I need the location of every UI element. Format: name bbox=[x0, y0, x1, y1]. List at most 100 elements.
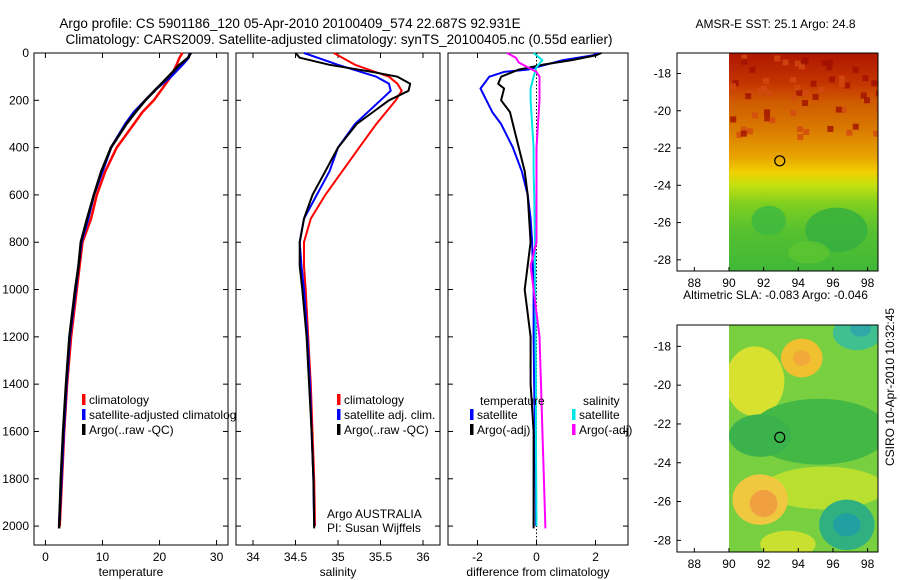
sst-map-xtick-label: 96 bbox=[826, 276, 840, 290]
sla-map-sla-anomaly bbox=[793, 350, 811, 366]
sst-map-sst-patch bbox=[787, 241, 830, 264]
sst-map-sst-cell bbox=[740, 126, 747, 133]
sla-map-sla-anomaly bbox=[832, 513, 861, 537]
sst-map-sst-cell bbox=[873, 130, 879, 137]
sst-map-sst-cell bbox=[875, 90, 879, 97]
sla-map-sla-anomaly bbox=[760, 530, 816, 552]
sst-map-ytick-label: -20 bbox=[654, 104, 672, 118]
difference-legend-salinity-heading: salinity bbox=[583, 394, 620, 408]
sst-map-sst-cell bbox=[782, 59, 789, 66]
difference-legend-temperature-heading: temperature bbox=[480, 394, 545, 408]
depth-tick-label: 1600 bbox=[2, 424, 29, 438]
temperature-legend-entry-label: Argo(..raw -QC) bbox=[89, 423, 174, 437]
sla-map-xtick-label: 90 bbox=[722, 557, 736, 571]
sla-map-field bbox=[728, 325, 879, 552]
sst-map-sst-cell bbox=[751, 112, 758, 119]
temperature-xtick-label: 10 bbox=[96, 550, 110, 564]
sst-map-sst-cell bbox=[763, 77, 770, 84]
sst-map-sst-cell bbox=[796, 89, 803, 96]
sst-map-sst-cell bbox=[740, 130, 747, 137]
sst-map-sst-cell bbox=[745, 93, 752, 100]
sst-map-sst-cell bbox=[749, 66, 756, 73]
sst-map-sst-cell bbox=[741, 54, 748, 61]
sst-map-xtick-label: 94 bbox=[792, 276, 806, 290]
difference-legend-temp-argo-label: Argo(-adj) bbox=[477, 423, 530, 437]
sla-map-sla-anomaly bbox=[728, 414, 792, 457]
sst-map-title: AMSR-E SST: 25.1 Argo: 24.8 bbox=[695, 17, 855, 31]
sla-map-ytick-label: -18 bbox=[654, 339, 672, 353]
temperature-xtick-label: 0 bbox=[42, 550, 49, 564]
sla-map-sla-anomaly bbox=[850, 325, 872, 337]
sst-map-ytick-label: -24 bbox=[654, 178, 672, 192]
sla-map-argo-float-marker bbox=[774, 431, 786, 443]
sst-map-ytick-label: -22 bbox=[654, 141, 672, 155]
sst-map-field bbox=[728, 53, 879, 271]
sst-map-sst-cell bbox=[794, 84, 801, 91]
difference-xtick-label: 2 bbox=[592, 550, 599, 564]
salinity-legend-entry-swatch bbox=[337, 424, 341, 435]
temperature-legend-entry-swatch bbox=[82, 409, 86, 420]
depth-tick-label: 1200 bbox=[2, 330, 29, 344]
depth-tick-label: 600 bbox=[9, 188, 29, 202]
sst-map-sst-cell bbox=[840, 106, 847, 113]
sst-map-sst-cell bbox=[839, 81, 846, 88]
sst-map-sst-cell bbox=[774, 55, 781, 62]
depth-tick-label: 1800 bbox=[2, 472, 29, 486]
salinity-legend-entry-label: satellite adj. clim. bbox=[344, 408, 435, 422]
depth-tick-label: 0 bbox=[22, 46, 29, 60]
temperature-legend-entry-swatch bbox=[82, 394, 86, 405]
sst-map-sst-cell bbox=[796, 126, 803, 133]
sst-map-sst-cell bbox=[835, 106, 842, 113]
sst-map-sst-cell bbox=[797, 134, 804, 141]
sst-map-sst-patch bbox=[805, 207, 868, 253]
temperature-xlabel: temperature bbox=[99, 565, 164, 579]
sst-map-sst-cell bbox=[798, 63, 805, 70]
sst-map-xtick-label: 88 bbox=[688, 276, 702, 290]
sst-map-sst-cell bbox=[844, 82, 851, 89]
sst-map-sst-cell bbox=[764, 115, 771, 122]
sst-map-sst-cell bbox=[827, 125, 834, 132]
sla-map-xtick-label: 94 bbox=[792, 557, 806, 571]
sst-map-sst-cell bbox=[757, 88, 764, 95]
depth-tick-label: 2000 bbox=[2, 519, 29, 533]
sst-map-sst-cell bbox=[803, 128, 810, 135]
salinity-xtick-label: 35.5 bbox=[369, 550, 393, 564]
figure-title-line1: Argo profile: CS 5901186_120 05-Apr-2010… bbox=[59, 16, 520, 31]
sla-map-sla-anomaly bbox=[728, 346, 785, 417]
temperature-xtick-label: 20 bbox=[153, 550, 167, 564]
sst-map-ytick-label: -18 bbox=[654, 66, 672, 80]
difference-xtick-label: 0 bbox=[533, 550, 540, 564]
sst-map-sst-cell bbox=[790, 76, 797, 83]
figure-title-line2: Climatology: CARS2009. Satellite-adjuste… bbox=[65, 32, 612, 47]
sst-map-sst-cell bbox=[876, 106, 879, 113]
sst-map-sst-cell bbox=[821, 60, 828, 67]
sst-map-sst-cell bbox=[852, 67, 859, 74]
side-label: CSIRO 10-Apr-2010 10:32:45 bbox=[883, 308, 897, 466]
sst-map-sst-cell bbox=[732, 80, 739, 87]
sst-map-xtick-label: 90 bbox=[722, 276, 736, 290]
sst-map-sst-cell bbox=[810, 80, 817, 87]
sst-map-sst-cell bbox=[864, 97, 871, 104]
salinity-legend-entry-label: climatology bbox=[344, 393, 404, 407]
temperature-legend-entry-label: climatology bbox=[89, 393, 149, 407]
sla-map-ytick-label: -20 bbox=[654, 378, 672, 392]
depth-tick-label: 1400 bbox=[2, 377, 29, 391]
salinity-legend-entry-swatch bbox=[337, 409, 341, 420]
difference-legend-sal-satellite-swatch bbox=[572, 409, 576, 420]
sst-map-sst-cell bbox=[802, 100, 809, 107]
sst-map-sst-cell bbox=[829, 76, 836, 83]
salinity-xtick-label: 36 bbox=[416, 550, 430, 564]
difference-xlabel: difference from climatology bbox=[466, 565, 609, 579]
temperature-legend-entry-swatch bbox=[82, 424, 86, 435]
sst-map-sst-cell bbox=[852, 123, 859, 130]
sla-map-sla-anomaly bbox=[749, 489, 778, 518]
sla-map-sla-anomaly bbox=[763, 466, 879, 510]
depth-tick-label: 1000 bbox=[2, 283, 29, 297]
sla-map-ytick-label: -26 bbox=[654, 495, 672, 509]
depth-tick-label: 200 bbox=[9, 93, 29, 107]
sst-map-sst-cell bbox=[764, 109, 771, 116]
sst-map-sst-cell bbox=[812, 93, 819, 100]
sst-map-ytick-label: -26 bbox=[654, 216, 672, 230]
salinity-series-argo bbox=[294, 52, 412, 529]
sst-map-sst-cell bbox=[871, 80, 878, 87]
